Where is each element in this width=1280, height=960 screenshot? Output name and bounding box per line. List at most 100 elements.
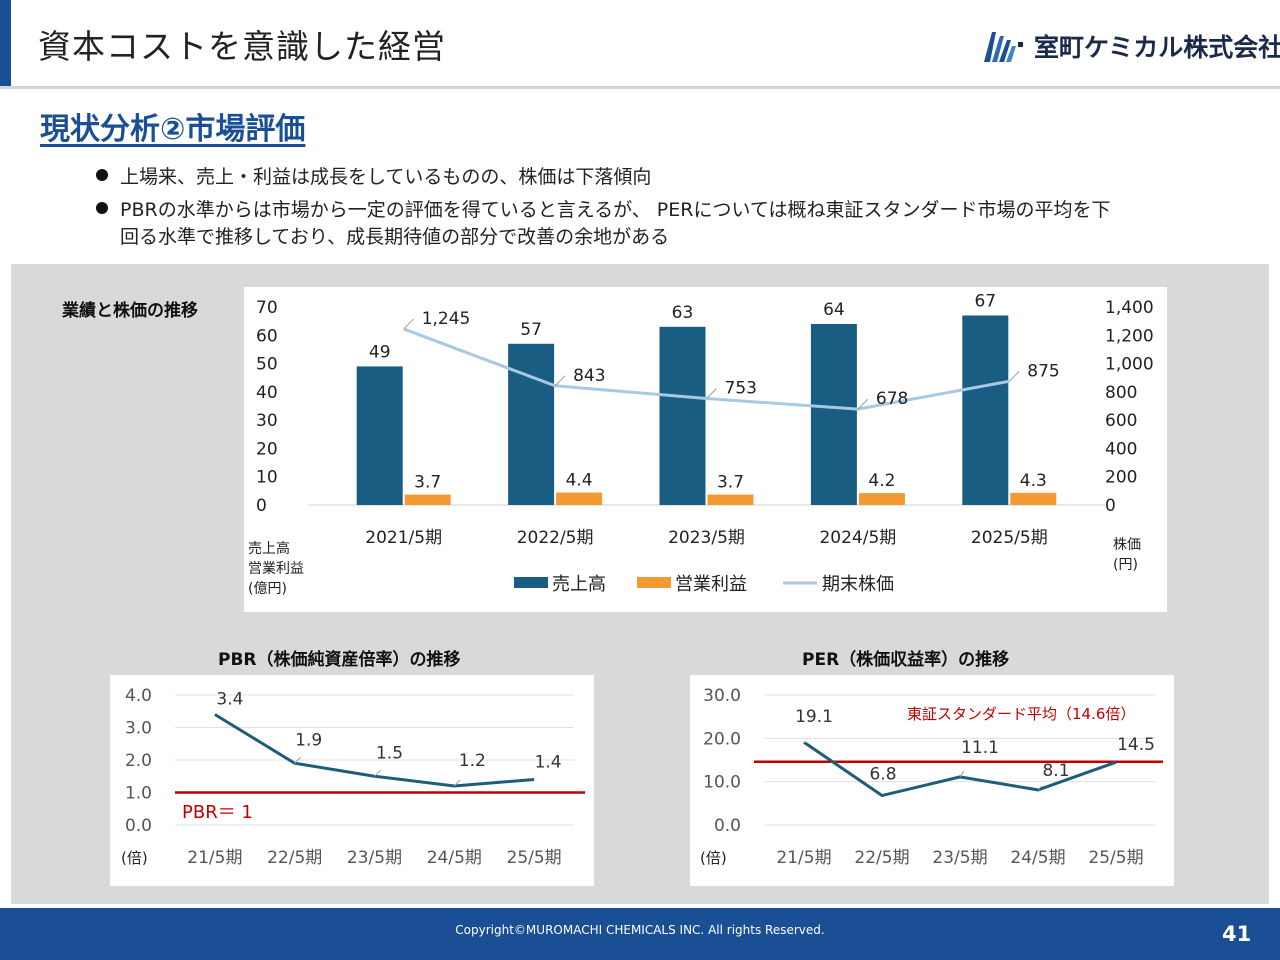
ratio-data-label: 1.9 (295, 730, 322, 750)
y-axis-unit-label: (倍) (121, 849, 148, 867)
y-tick-label: 1.0 (125, 784, 152, 804)
stock-price-data-label: 843 (573, 366, 605, 386)
ratio-data-label: 1.4 (535, 753, 562, 773)
ratio-data-label: 1.5 (376, 743, 403, 763)
y-left-tick-label: 30 (256, 411, 278, 431)
main-chart-title: 業績と株価の推移 (62, 301, 198, 321)
x-tick-label: 2021/5期 (365, 528, 442, 548)
y-axis-unit-label: (倍) (700, 849, 727, 867)
bullet-dot-icon (96, 169, 108, 181)
profit-data-label: 4.4 (566, 471, 593, 491)
y-tick-label: 10.0 (703, 773, 741, 793)
sales-data-label: 64 (823, 300, 845, 320)
profit-data-label: 3.7 (414, 473, 441, 493)
bullet-text: PBRの水準からは市場から一定の評価を得ていると言えるが、 PERについては概ね… (120, 199, 1111, 221)
y-left-tick-label: 60 (256, 326, 278, 346)
y-left-tick-label: 50 (256, 355, 278, 375)
sales-data-label: 57 (520, 320, 542, 340)
sales-bar (659, 326, 706, 505)
company-logo-icon (984, 32, 1023, 62)
bullet-dot-icon (96, 202, 108, 214)
y-tick-label: 30.0 (703, 686, 741, 706)
slide-title: 資本コストを意識した経営 (38, 27, 446, 66)
footer-bar (0, 908, 1280, 960)
y-right-axis-title: (円) (1113, 557, 1138, 573)
ratio-data-label: 6.8 (869, 765, 896, 785)
company-logo: 室町ケミカル株式会社 (982, 26, 1280, 66)
y-left-axis-title: 売上高 (248, 540, 290, 557)
y-right-axis-title: 株価 (1113, 537, 1141, 553)
x-tick-label: 2024/5期 (819, 528, 896, 548)
copyright-text: Copyright©MUROMACHI CHEMICALS INC. All r… (455, 923, 825, 937)
y-left-tick-label: 10 (256, 468, 278, 488)
page-number: 41 (1222, 922, 1252, 946)
x-tick-label: 24/5期 (1010, 848, 1065, 868)
data-leader-line (374, 769, 381, 777)
pbr-chart-title: PBR（株価純資産倍率）の推移 (218, 650, 461, 670)
y-right-tick-label: 1,000 (1105, 355, 1154, 375)
y-right-tick-label: 400 (1105, 439, 1137, 459)
header-divider (0, 86, 1280, 89)
x-tick-label: 2023/5期 (668, 528, 745, 548)
x-tick-label: 22/5期 (267, 848, 322, 868)
legend-price-label: 期末株価 (822, 574, 894, 595)
data-leader-line (294, 756, 302, 764)
sales-bar (810, 323, 857, 505)
stock-price-leader-line (554, 375, 566, 387)
stock-price-data-label: 875 (1027, 361, 1059, 381)
legend-profit-label: 営業利益 (675, 574, 747, 595)
x-tick-label: 21/5期 (776, 848, 831, 868)
bullet-text: 上場来、売上・利益は成長をしているものの、株価は下落傾向 (120, 166, 652, 188)
ratio-data-label: 8.1 (1042, 761, 1069, 781)
y-left-tick-label: 70 (256, 298, 278, 318)
x-tick-label: 21/5期 (187, 848, 242, 868)
y-tick-label: 0.0 (125, 816, 152, 836)
ratio-data-label: 11.1 (961, 738, 999, 758)
stock-price-data-label: 678 (876, 389, 908, 409)
stock-price-leader-line (1008, 370, 1020, 382)
section-title: 現状分析②市場評価 (40, 112, 306, 147)
x-tick-label: 23/5期 (347, 848, 402, 868)
x-tick-label: 23/5期 (932, 848, 987, 868)
y-left-axis-title: (億円) (248, 581, 287, 597)
ratio-data-label: 19.1 (795, 707, 833, 727)
ratio-data-label: 1.2 (459, 751, 486, 771)
per-chart-area (690, 675, 1174, 886)
y-right-tick-label: 1,200 (1105, 326, 1154, 346)
x-tick-label: 22/5期 (854, 848, 909, 868)
y-left-tick-label: 40 (256, 383, 278, 403)
sales-bar (356, 366, 403, 505)
data-leader-line (1037, 785, 1043, 791)
y-right-tick-label: 800 (1105, 383, 1137, 403)
y-left-axis-title: 営業利益 (248, 561, 304, 577)
y-tick-label: 3.0 (125, 719, 152, 739)
bullet-text-continuation: 回る水準で推移しており、成長期待値の部分で改善の余地がある (120, 226, 670, 248)
reference-line-label: 東証スタンダード平均（14.6倍） (907, 705, 1135, 723)
sales-data-label: 67 (974, 291, 996, 311)
y-right-tick-label: 200 (1105, 468, 1137, 488)
profit-bar (404, 494, 451, 505)
per-chart-title: PER（株価収益率）の推移 (802, 650, 1010, 670)
y-right-tick-label: 0 (1105, 496, 1116, 516)
y-tick-label: 2.0 (125, 751, 152, 771)
sales-data-label: 49 (369, 342, 391, 362)
x-tick-label: 24/5期 (427, 848, 482, 868)
sales-bar (962, 315, 1009, 505)
header-accent-bar (0, 0, 11, 87)
sales-data-label: 63 (672, 303, 694, 323)
x-tick-label: 2022/5期 (517, 528, 594, 548)
y-left-tick-label: 20 (256, 439, 278, 459)
ratio-data-label: 3.4 (216, 690, 243, 710)
profit-bar (707, 494, 754, 505)
profit-data-label: 3.7 (717, 473, 744, 493)
reference-line-label: PBR＝ 1 (182, 802, 253, 823)
stock-price-leader-line (857, 398, 869, 410)
stock-price-leader-line (403, 318, 415, 330)
profit-bar (556, 492, 603, 505)
stock-price-data-label: 753 (725, 379, 757, 399)
profit-bar (858, 493, 905, 505)
y-tick-label: 20.0 (703, 729, 741, 749)
legend-profit-swatch (637, 577, 671, 588)
